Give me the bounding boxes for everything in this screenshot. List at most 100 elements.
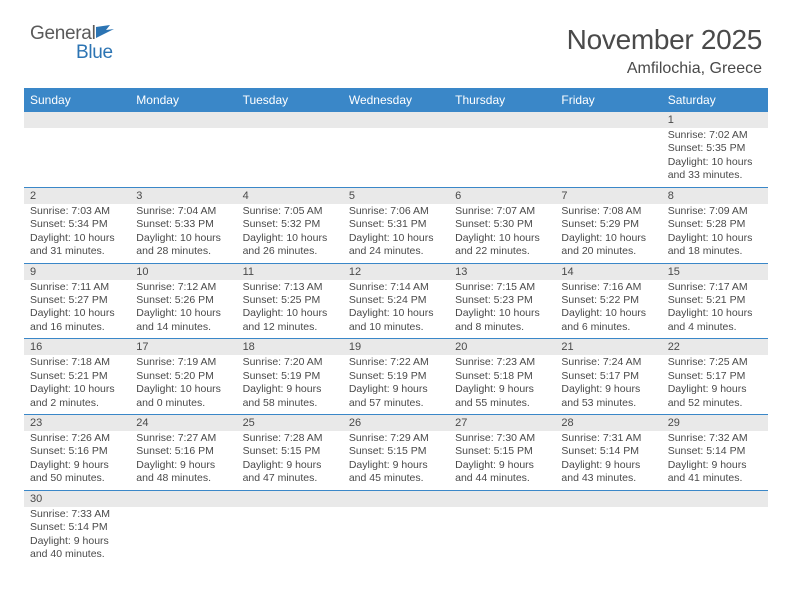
day-number: 12: [343, 264, 449, 280]
dayname-header: Friday: [555, 88, 661, 112]
page: General Blue November 2025 Amfilochia, G…: [0, 0, 792, 566]
calendar-cell: 28Sunrise: 7:31 AMSunset: 5:14 PMDayligh…: [555, 415, 661, 491]
dayname-header: Tuesday: [237, 88, 343, 112]
day-number: [555, 112, 661, 128]
calendar-cell: 16Sunrise: 7:18 AMSunset: 5:21 PMDayligh…: [24, 339, 130, 415]
day-details: Sunrise: 7:26 AMSunset: 5:16 PMDaylight:…: [24, 431, 130, 490]
day-details: Sunrise: 7:18 AMSunset: 5:21 PMDaylight:…: [24, 355, 130, 414]
day-number: [237, 491, 343, 507]
calendar-cell: [555, 491, 661, 566]
calendar-cell: 23Sunrise: 7:26 AMSunset: 5:16 PMDayligh…: [24, 415, 130, 491]
day-number: 11: [237, 264, 343, 280]
day-number: 23: [24, 415, 130, 431]
calendar-cell: [24, 112, 130, 188]
flag-icon: [96, 24, 118, 43]
day-number: [343, 112, 449, 128]
day-number: 28: [555, 415, 661, 431]
day-details: Sunrise: 7:23 AMSunset: 5:18 PMDaylight:…: [449, 355, 555, 414]
day-number: [662, 491, 768, 507]
day-number: 21: [555, 339, 661, 355]
day-number: 8: [662, 188, 768, 204]
day-details: Sunrise: 7:33 AMSunset: 5:14 PMDaylight:…: [24, 507, 130, 566]
calendar-cell: 18Sunrise: 7:20 AMSunset: 5:19 PMDayligh…: [237, 339, 343, 415]
calendar-cell: 26Sunrise: 7:29 AMSunset: 5:15 PMDayligh…: [343, 415, 449, 491]
calendar-cell: [449, 491, 555, 566]
dayname-header: Thursday: [449, 88, 555, 112]
dayname-header: Saturday: [662, 88, 768, 112]
day-number: 16: [24, 339, 130, 355]
calendar-cell: 2Sunrise: 7:03 AMSunset: 5:34 PMDaylight…: [24, 188, 130, 264]
day-number: [449, 112, 555, 128]
location: Amfilochia, Greece: [567, 60, 762, 78]
day-number: 3: [130, 188, 236, 204]
day-number: 13: [449, 264, 555, 280]
calendar-cell: 6Sunrise: 7:07 AMSunset: 5:30 PMDaylight…: [449, 188, 555, 264]
day-number: 27: [449, 415, 555, 431]
calendar-cell: 14Sunrise: 7:16 AMSunset: 5:22 PMDayligh…: [555, 264, 661, 340]
day-number: 4: [237, 188, 343, 204]
day-details: Sunrise: 7:09 AMSunset: 5:28 PMDaylight:…: [662, 204, 768, 263]
calendar-cell: [449, 112, 555, 188]
brand-word-1: General: [30, 23, 96, 44]
day-number: [237, 112, 343, 128]
calendar-cell: [130, 112, 236, 188]
day-number: [130, 112, 236, 128]
day-details: Sunrise: 7:14 AMSunset: 5:24 PMDaylight:…: [343, 280, 449, 339]
title-block: November 2025 Amfilochia, Greece: [567, 24, 762, 78]
day-details: Sunrise: 7:25 AMSunset: 5:17 PMDaylight:…: [662, 355, 768, 414]
calendar-cell: 3Sunrise: 7:04 AMSunset: 5:33 PMDaylight…: [130, 188, 236, 264]
brand-word-2: Blue: [76, 42, 113, 63]
dayname-header: Monday: [130, 88, 236, 112]
day-number: 17: [130, 339, 236, 355]
day-number: 20: [449, 339, 555, 355]
day-details: Sunrise: 7:03 AMSunset: 5:34 PMDaylight:…: [24, 204, 130, 263]
day-details: Sunrise: 7:20 AMSunset: 5:19 PMDaylight:…: [237, 355, 343, 414]
calendar-cell: 1Sunrise: 7:02 AMSunset: 5:35 PMDaylight…: [662, 112, 768, 188]
calendar-cell: 9Sunrise: 7:11 AMSunset: 5:27 PMDaylight…: [24, 264, 130, 340]
day-details: Sunrise: 7:24 AMSunset: 5:17 PMDaylight:…: [555, 355, 661, 414]
calendar-cell: 29Sunrise: 7:32 AMSunset: 5:14 PMDayligh…: [662, 415, 768, 491]
day-details: Sunrise: 7:04 AMSunset: 5:33 PMDaylight:…: [130, 204, 236, 263]
calendar-cell: [237, 491, 343, 566]
day-number: 2: [24, 188, 130, 204]
day-details: Sunrise: 7:32 AMSunset: 5:14 PMDaylight:…: [662, 431, 768, 490]
day-number: 7: [555, 188, 661, 204]
calendar-cell: [555, 112, 661, 188]
calendar-cell: 11Sunrise: 7:13 AMSunset: 5:25 PMDayligh…: [237, 264, 343, 340]
day-number: [343, 491, 449, 507]
day-number: [24, 112, 130, 128]
brand-text: General Blue: [30, 24, 118, 62]
day-number: [130, 491, 236, 507]
calendar-cell: 20Sunrise: 7:23 AMSunset: 5:18 PMDayligh…: [449, 339, 555, 415]
day-number: 1: [662, 112, 768, 128]
calendar-cell: [662, 491, 768, 566]
day-number: 29: [662, 415, 768, 431]
day-number: 26: [343, 415, 449, 431]
calendar-cell: 27Sunrise: 7:30 AMSunset: 5:15 PMDayligh…: [449, 415, 555, 491]
day-number: 6: [449, 188, 555, 204]
day-details: Sunrise: 7:17 AMSunset: 5:21 PMDaylight:…: [662, 280, 768, 339]
day-number: 24: [130, 415, 236, 431]
day-details: Sunrise: 7:11 AMSunset: 5:27 PMDaylight:…: [24, 280, 130, 339]
brand-logo: General Blue: [30, 24, 118, 62]
calendar-cell: [237, 112, 343, 188]
day-details: Sunrise: 7:15 AMSunset: 5:23 PMDaylight:…: [449, 280, 555, 339]
calendar-cell: 12Sunrise: 7:14 AMSunset: 5:24 PMDayligh…: [343, 264, 449, 340]
calendar-cell: 13Sunrise: 7:15 AMSunset: 5:23 PMDayligh…: [449, 264, 555, 340]
day-number: 9: [24, 264, 130, 280]
day-details: Sunrise: 7:28 AMSunset: 5:15 PMDaylight:…: [237, 431, 343, 490]
day-details: Sunrise: 7:16 AMSunset: 5:22 PMDaylight:…: [555, 280, 661, 339]
day-details: Sunrise: 7:05 AMSunset: 5:32 PMDaylight:…: [237, 204, 343, 263]
day-number: 5: [343, 188, 449, 204]
calendar-cell: 10Sunrise: 7:12 AMSunset: 5:26 PMDayligh…: [130, 264, 236, 340]
calendar-cell: [343, 491, 449, 566]
day-details: Sunrise: 7:07 AMSunset: 5:30 PMDaylight:…: [449, 204, 555, 263]
day-details: Sunrise: 7:31 AMSunset: 5:14 PMDaylight:…: [555, 431, 661, 490]
day-number: 25: [237, 415, 343, 431]
day-number: 30: [24, 491, 130, 507]
day-number: 15: [662, 264, 768, 280]
day-details: Sunrise: 7:13 AMSunset: 5:25 PMDaylight:…: [237, 280, 343, 339]
calendar-cell: 4Sunrise: 7:05 AMSunset: 5:32 PMDaylight…: [237, 188, 343, 264]
day-number: 10: [130, 264, 236, 280]
calendar-cell: 8Sunrise: 7:09 AMSunset: 5:28 PMDaylight…: [662, 188, 768, 264]
